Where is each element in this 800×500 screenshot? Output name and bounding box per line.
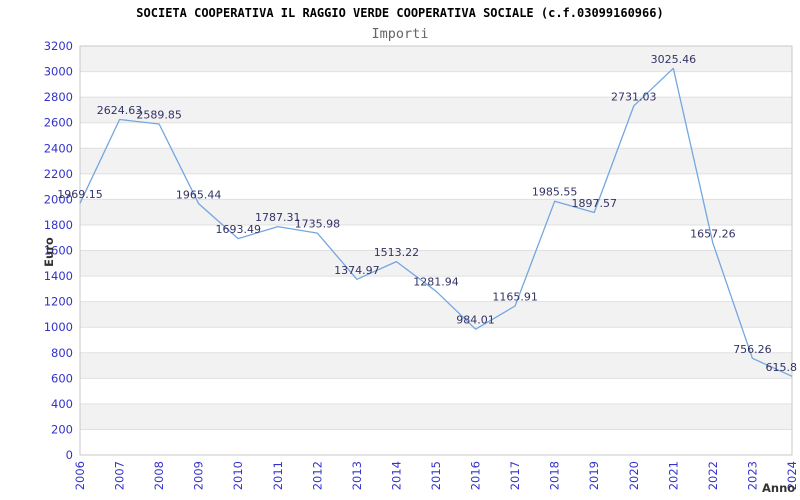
y-tick-label: 2000 — [44, 192, 73, 206]
plot-band — [80, 46, 792, 72]
y-tick-label: 3000 — [44, 65, 73, 79]
data-label: 615.8 — [766, 361, 798, 374]
plot-band — [80, 250, 792, 277]
x-tick-label: 2022 — [706, 461, 720, 490]
y-tick-label: 3200 — [44, 39, 73, 53]
data-label: 2589.85 — [136, 108, 182, 121]
y-tick-label: 1600 — [44, 244, 73, 258]
y-tick-label: 1400 — [44, 269, 73, 283]
x-tick-label: 2010 — [231, 461, 245, 490]
y-tick-label: 0 — [66, 448, 73, 462]
plot-band — [80, 148, 792, 174]
x-tick-label: 2015 — [429, 461, 443, 490]
data-label: 1985.55 — [532, 186, 578, 199]
x-tick-label: 2008 — [152, 461, 166, 490]
data-label: 1657.26 — [690, 228, 736, 241]
y-tick-label: 1800 — [44, 218, 73, 232]
x-tick-label: 2016 — [469, 461, 483, 490]
x-axis-title: Anno — [762, 481, 795, 495]
plot-border — [79, 45, 793, 456]
data-label: 1165.91 — [492, 290, 538, 303]
data-label: 3025.46 — [651, 53, 697, 66]
y-tick-label: 600 — [51, 371, 73, 385]
plot-generated-layer: 0 200 400 600 800 1000 1200 1400 1600 1800 2000 220… — [44, 39, 799, 490]
x-tick-label: 2021 — [666, 461, 680, 490]
y-tick-label: 2200 — [44, 167, 73, 181]
plot-band — [80, 199, 792, 225]
y-tick-label: 2600 — [44, 116, 73, 130]
data-label: 1513.22 — [374, 246, 420, 259]
x-tick-label: 2012 — [310, 461, 324, 490]
x-tick-label: 2024 — [785, 461, 799, 490]
x-tick-label: 2006 — [73, 461, 87, 490]
chart-subtitle: Importi — [371, 26, 429, 42]
chart-title: SOCIETA COOPERATIVA IL RAGGIO VERDE COOP… — [136, 6, 664, 20]
data-label: 1897.57 — [571, 197, 617, 210]
x-tick-label: 2018 — [548, 461, 562, 490]
y-tick-label: 2400 — [44, 141, 73, 155]
data-label: 1281.94 — [413, 276, 459, 289]
y-tick-label: 400 — [51, 397, 73, 411]
x-tick-label: 2014 — [389, 461, 403, 490]
x-tick-label: 2023 — [745, 461, 759, 490]
x-tick-label: 2017 — [508, 461, 522, 490]
plot-band — [80, 301, 792, 328]
y-tick-label: 2800 — [44, 90, 73, 104]
y-tick-label: 200 — [51, 422, 73, 436]
plot-band — [80, 403, 792, 430]
y-tick-label: 1200 — [44, 295, 73, 309]
data-label: 756.26 — [733, 343, 772, 356]
x-tick-label: 2019 — [587, 461, 601, 490]
x-tick-label: 2009 — [192, 461, 206, 490]
data-label: 1969.15 — [57, 188, 103, 201]
x-tick-label: 2013 — [350, 461, 364, 490]
x-tick-label: 2007 — [113, 461, 127, 490]
data-line — [79, 67, 793, 377]
x-tick-label: 2011 — [271, 461, 285, 490]
data-label: 1374.97 — [334, 264, 380, 277]
data-label: 1735.98 — [295, 218, 341, 231]
data-label: 2731.03 — [611, 90, 657, 103]
y-tick-label: 1000 — [44, 320, 73, 334]
plot-band — [80, 352, 792, 379]
data-label: 984.01 — [456, 314, 495, 327]
y-tick-label: 800 — [51, 346, 73, 360]
y-axis-title: Euro — [42, 237, 56, 267]
data-label: 1965.44 — [176, 188, 222, 201]
x-tick-label: 2020 — [627, 461, 641, 490]
data-label: 1693.49 — [215, 223, 261, 236]
data-label: 1787.31 — [255, 211, 301, 224]
plot-band — [80, 97, 792, 123]
data-label: 2624.63 — [97, 104, 143, 117]
